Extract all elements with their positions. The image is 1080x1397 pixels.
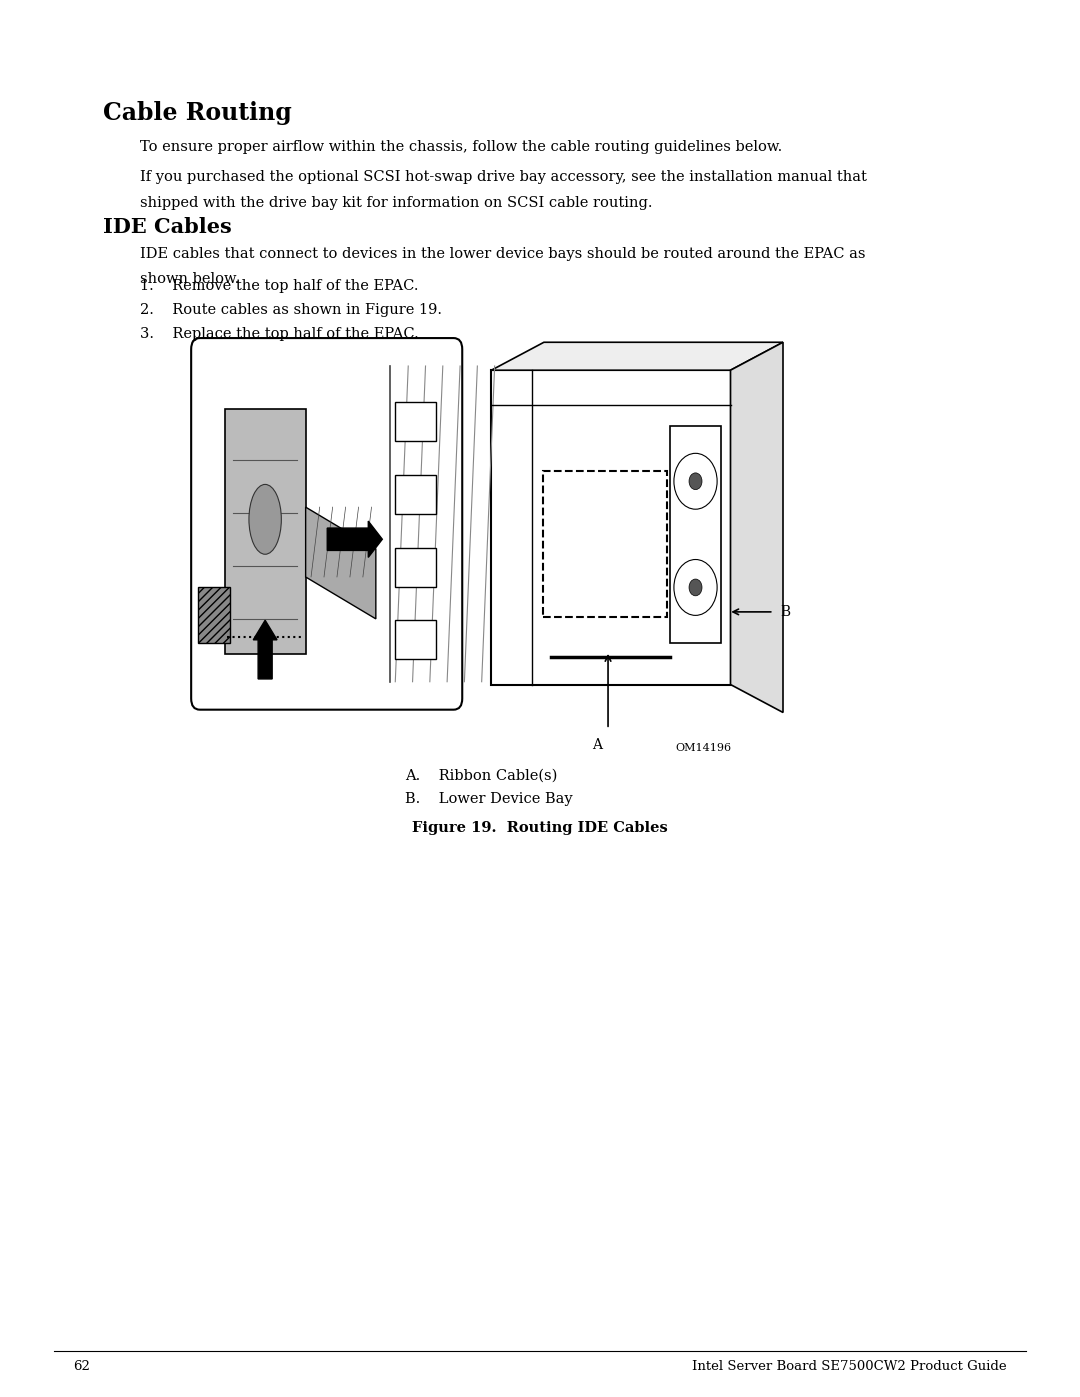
- Text: shown below.: shown below.: [140, 272, 240, 286]
- Polygon shape: [730, 342, 783, 712]
- FancyArrow shape: [327, 521, 382, 557]
- Bar: [225, 409, 306, 654]
- Text: B: B: [780, 605, 791, 619]
- Text: 3.    Replace the top half of the EPAC.: 3. Replace the top half of the EPAC.: [140, 327, 419, 341]
- Text: Intel Server Board SE7500CW2 Product Guide: Intel Server Board SE7500CW2 Product Gui…: [692, 1359, 1007, 1373]
- Bar: [395, 620, 436, 659]
- FancyBboxPatch shape: [191, 338, 462, 710]
- Text: IDE cables that connect to devices in the lower device bays should be routed aro: IDE cables that connect to devices in th…: [140, 247, 866, 261]
- Text: Cable Routing: Cable Routing: [103, 101, 292, 124]
- Polygon shape: [306, 507, 376, 619]
- Bar: [395, 475, 436, 514]
- Bar: [491, 370, 730, 685]
- Text: 2.    Route cables as shown in Figure 19.: 2. Route cables as shown in Figure 19.: [140, 303, 443, 317]
- Text: OM14196: OM14196: [675, 743, 731, 753]
- Text: To ensure proper airflow within the chassis, follow the cable routing guidelines: To ensure proper airflow within the chas…: [140, 140, 783, 154]
- Ellipse shape: [248, 485, 281, 555]
- Bar: [395, 402, 436, 441]
- Text: A.    Ribbon Cable(s): A. Ribbon Cable(s): [405, 768, 557, 782]
- Circle shape: [689, 580, 702, 595]
- Bar: [543, 471, 667, 617]
- Text: IDE Cables: IDE Cables: [103, 217, 231, 236]
- Text: Figure 19.  Routing IDE Cables: Figure 19. Routing IDE Cables: [413, 821, 667, 835]
- Bar: [395, 548, 436, 587]
- Bar: [198, 587, 230, 643]
- Text: If you purchased the optional SCSI hot-swap drive bay accessory, see the install: If you purchased the optional SCSI hot-s…: [140, 170, 867, 184]
- Text: shipped with the drive bay kit for information on SCSI cable routing.: shipped with the drive bay kit for infor…: [140, 196, 653, 210]
- Text: 62: 62: [73, 1359, 91, 1373]
- Circle shape: [689, 472, 702, 489]
- Text: 1.    Remove the top half of the EPAC.: 1. Remove the top half of the EPAC.: [140, 279, 419, 293]
- Text: A: A: [592, 738, 603, 752]
- FancyArrow shape: [253, 620, 276, 679]
- Polygon shape: [491, 342, 783, 370]
- Bar: [670, 426, 721, 643]
- Text: B.    Lower Device Bay: B. Lower Device Bay: [405, 792, 572, 806]
